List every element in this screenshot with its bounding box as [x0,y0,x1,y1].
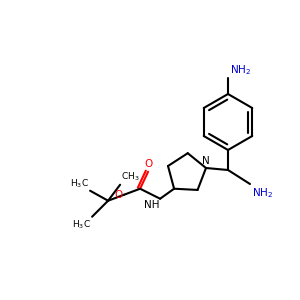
Text: CH$_3$: CH$_3$ [121,170,140,183]
Text: N: N [202,156,210,166]
Text: NH$_2$: NH$_2$ [230,63,251,77]
Text: H$_3$C: H$_3$C [72,219,91,231]
Text: H$_3$C: H$_3$C [70,177,89,190]
Text: NH: NH [144,200,159,210]
Text: NH$_2$: NH$_2$ [252,186,273,200]
Text: O: O [144,159,152,169]
Text: O: O [115,190,123,200]
